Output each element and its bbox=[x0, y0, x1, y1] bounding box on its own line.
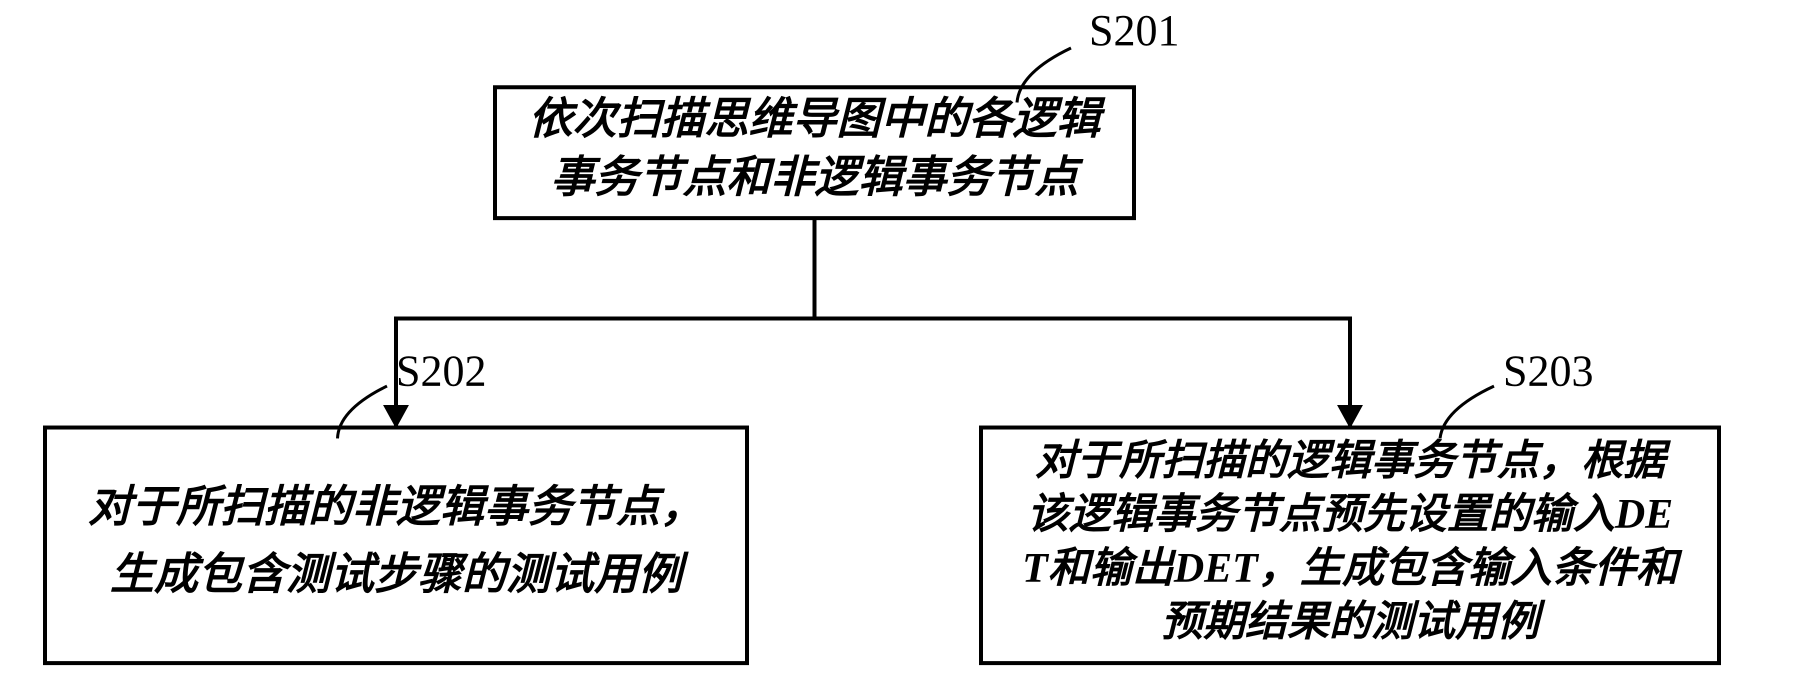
flow-node-s202: 对于所扫描的非逻辑事务节点， 生成包含测试步骤的测试用例 S202 bbox=[45, 346, 747, 663]
flow-connector bbox=[815, 218, 1351, 427]
flow-node-text: 对于所扫描的逻辑事务节点，根据 bbox=[1035, 437, 1671, 484]
flow-node-text: 依次扫描思维导图中的各逻辑 bbox=[529, 94, 1107, 143]
flow-node-text: 生成包含测试步骤的测试用例 bbox=[110, 550, 689, 599]
flow-node-text: T和输出DET，生成包含输入条件和 bbox=[1022, 545, 1683, 592]
arrowhead-icon bbox=[1338, 406, 1362, 428]
arrowhead-icon bbox=[384, 406, 408, 428]
flow-node-box bbox=[45, 428, 747, 664]
flow-node-text: 该逻辑事务节点预先设置的输入DE bbox=[1027, 491, 1673, 538]
flow-connector bbox=[396, 218, 815, 427]
flow-node-s201: 依次扫描思维导图中的各逻辑事务节点和非逻辑事务节点 S201 bbox=[495, 6, 1179, 218]
step-tag-s203: S203 bbox=[1503, 346, 1593, 395]
flow-node-text: 对于所扫描的非逻辑事务节点， bbox=[88, 483, 704, 532]
flow-node-text: 预期结果的测试用例 bbox=[1161, 598, 1546, 645]
step-tag-s202: S202 bbox=[396, 346, 486, 395]
step-tag-s201: S201 bbox=[1089, 6, 1179, 55]
flow-node-text: 事务节点和非逻辑事务节点 bbox=[551, 153, 1085, 202]
